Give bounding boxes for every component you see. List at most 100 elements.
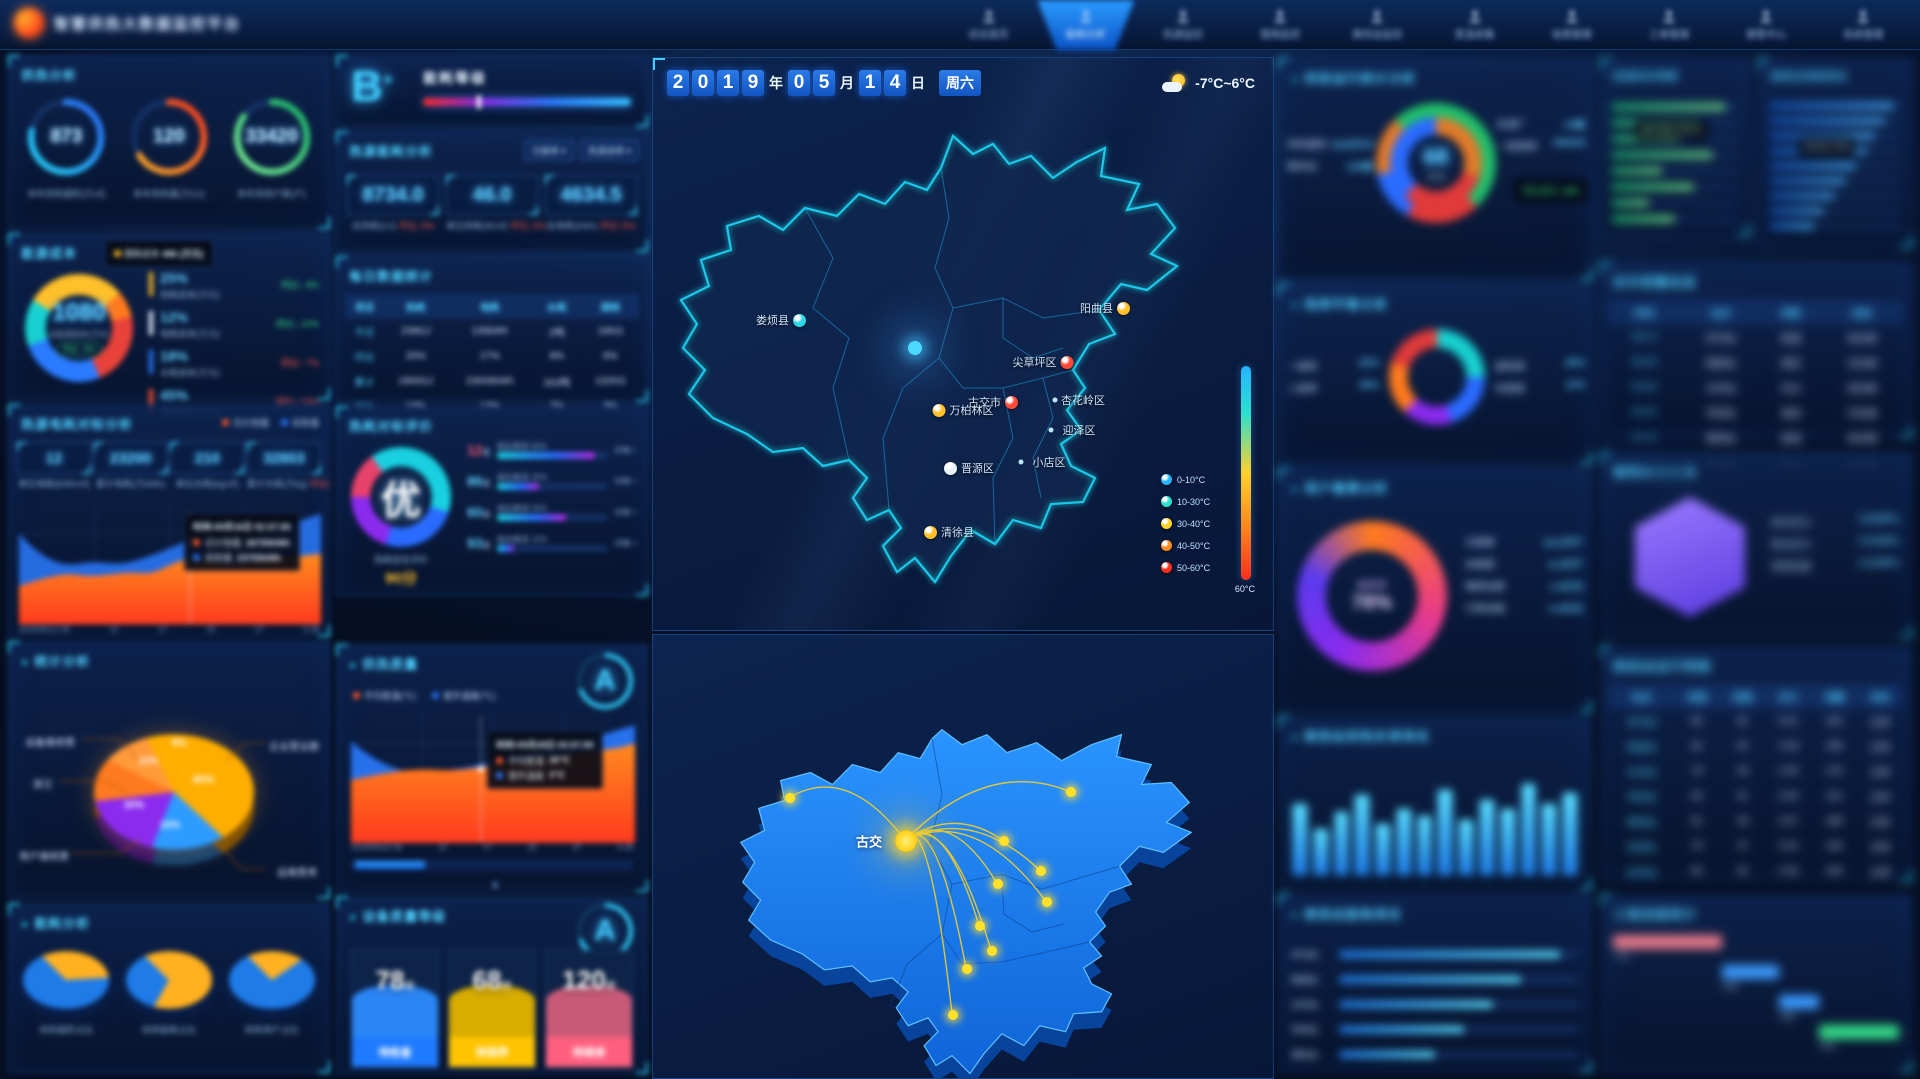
nav-item-9[interactable]: 系统管理: [1815, 0, 1912, 50]
panel-title: » 用户缴费分析: [1291, 481, 1389, 496]
station-dot-1[interactable]: [1066, 787, 1076, 797]
panel-payment-stats: » 用户缴费分析 缴费率 78% 已缴费 23.5万户 未缴费 6.3万户 缴费金额 1.2…: [1278, 468, 1592, 712]
panel-network-balance: » 热网平衡分析 一级网 25% 二级网 35% 庭院网 28% 失衡度 12%: [1278, 284, 1592, 464]
district-label-8[interactable]: 小店区: [1032, 457, 1066, 469]
station-dot-7[interactable]: [987, 946, 997, 956]
station-dot-4[interactable]: [993, 879, 1003, 889]
station-dot-2[interactable]: [999, 836, 1009, 846]
panel-alarm-table: 实时报警信息 时间 站点 类型 状态 08:12 并州站 超温 未处理 08:30 桃园站 超压 已处…: [1600, 262, 1912, 470]
green-bar: [1611, 168, 1739, 174]
panel-heating-gauges: 供热分析 873 本年供热面积(万㎡) 120 本年供热量(万GJ) 33420…: [8, 55, 330, 229]
district-label-4[interactable]: 杏花岭区: [1061, 395, 1105, 407]
hub-label: 古交: [855, 834, 882, 850]
district-label-0[interactable]: 娄烦县: [756, 312, 806, 328]
district-weather-icon: [1117, 301, 1130, 315]
double-donut: 68 万㎡: [1376, 103, 1496, 223]
scrollbar-handle[interactable]: [355, 861, 425, 869]
panel-title: 管网水力工况: [1613, 465, 1698, 480]
blue-bar: [1769, 103, 1901, 109]
pager-dot[interactable]: [492, 882, 498, 888]
quality-grade-badge: A: [577, 653, 633, 709]
blue-bar: [1769, 163, 1901, 169]
value-chip: 西山站 1286: [1799, 137, 1856, 156]
daily-table: 项目 热耗 电耗 水耗 煤耗 今日 239GJ 135kWh 2吨 16KG 环比 20% 17% 8% 6…: [337, 294, 647, 419]
gauge-caption: 本年供热户数(户): [237, 189, 307, 199]
benchmark-rows: 12名 超出基准 60% 详情 > 86名 超出基准 32% 详情 > 60名 …: [467, 441, 637, 565]
source-stat-1: 46.0 单位热耗(W/㎡) 环比↑2%: [446, 175, 546, 232]
district-label-7[interactable]: 晋源区: [944, 460, 994, 476]
quality-legend: 平均室温(℃) 室外温度(℃): [353, 689, 495, 702]
bench-detail-link[interactable]: 详情 >: [614, 507, 637, 517]
kv-row: 未缴费 6.3万户: [1465, 560, 1583, 571]
cost-item-2: 18% 水耗成本(万元) 同比↑ 7%: [149, 348, 319, 379]
district-label-5[interactable]: 迎泽区: [1062, 425, 1096, 437]
bar: [1438, 789, 1453, 875]
source-filter[interactable]: 热源选择 ▾: [579, 140, 639, 161]
nav-item-2[interactable]: 热源监控: [1134, 0, 1231, 50]
nav-item-4[interactable]: 换热站监控: [1329, 0, 1426, 50]
mini-pie-1: 供热能耗占比: [125, 945, 212, 1036]
cost-legend: 25% 热耗成本(万元) 同比↓ 8% 12% 电耗成本(万元) 同比↓ 10%…: [149, 270, 319, 426]
panel-energy-pies: » 能耗分析 供热面积占比 供热能耗占比 供热用户占比: [8, 903, 330, 1073]
nav-item-3[interactable]: 管网监控: [1232, 0, 1329, 50]
district-label-3[interactable]: 尖草坪区: [1013, 354, 1074, 370]
nav-item-0[interactable]: 综合首页: [940, 0, 1037, 50]
station-dot-8[interactable]: [962, 964, 972, 974]
panel-device-grade: » 设备质量等级 A 待检查 78分 待保养 68分 待维修 120分: [336, 896, 648, 1074]
kv-row: 供回压差 0.31MPa: [1771, 558, 1899, 573]
progress-segment-0: [1613, 935, 1722, 949]
bar: [1563, 792, 1577, 875]
source-stat-0: 8734.0 总热耗(GJ) 环比↑3%: [347, 175, 439, 232]
legend-item: 实际值: [280, 416, 319, 429]
bench-detail-link[interactable]: 详情 >: [614, 538, 637, 548]
gauge-caption: 本年供热量(万GJ): [133, 189, 205, 199]
rank-row: 桃园站: [1291, 973, 1579, 986]
station-dot-0[interactable]: [785, 793, 795, 803]
district-label-6[interactable]: 万柏林区: [932, 402, 994, 418]
payment-ring: 缴费率 78%: [1297, 521, 1447, 671]
kv-row: 回水压力 0.31MPa: [1771, 536, 1899, 551]
panel-source-params: 热源实时参数 循环流量 2860t/h: [1600, 58, 1750, 236]
station-dot-3[interactable]: [1036, 866, 1046, 876]
station-dot-6[interactable]: [975, 921, 985, 931]
nav-item-8[interactable]: 报警中心: [1718, 0, 1815, 50]
gauge-caption: 本年供热面积(万㎡): [27, 189, 106, 199]
panel-hydraulic: 管网水力工况 供水压力 0.62MPa 回水压力 0.31MPa 供回压差 0.31MPa: [1600, 452, 1912, 638]
kv-row: 供水压力 0.62MPa: [1771, 514, 1899, 529]
hub-marker[interactable]: [895, 830, 917, 852]
nav-item-1[interactable]: 能耗分析: [1037, 0, 1134, 50]
pie-label: 其它: [33, 780, 53, 791]
alarm-table: 时间 站点 类型 状态 08:12 并州站 超温 未处理 08:30 桃园站 超压 已处理 09:05 长…: [1601, 300, 1911, 475]
station-table: 站点 供温 回温 压力 流量 状态 并州站 85 52 0.61 326 正常 桃园站 82 50 0.58 2…: [1601, 684, 1911, 884]
district-weather-icon: [793, 313, 806, 327]
district-weather-icon: [1005, 395, 1018, 409]
filter-row: 日报表 ▾ 热源选择 ▾: [523, 140, 639, 161]
gauge-1: 120 本年供热量(万GJ): [125, 93, 213, 200]
district-label-2[interactable]: 阳曲县: [1080, 300, 1130, 316]
district-label-1[interactable]: 古交市: [968, 394, 1018, 410]
focus-glow-dot: [908, 341, 922, 355]
bench-detail-link[interactable]: 详情 >: [614, 445, 637, 455]
station-dot-5[interactable]: [1042, 897, 1052, 907]
temp-legend-item: 10-30°C: [1161, 496, 1210, 507]
chart-scrollbar[interactable]: [351, 859, 633, 871]
panel-energy-cost: 能源成本 煤耗成本 486 (万元) 1080 总能源成本(万元) 同比 -9%…: [8, 233, 330, 417]
legend-item: 日计划值: [221, 416, 269, 429]
station-dot-9[interactable]: [948, 1010, 958, 1020]
table-row: 双塔站 78 47 0.54 265 正常: [1626, 841, 1891, 854]
district-label-9[interactable]: 清徐县: [924, 524, 974, 540]
nav-item-7[interactable]: 工单管理: [1620, 0, 1717, 50]
report-filter[interactable]: 日报表 ▾: [523, 140, 574, 161]
benchmark-stats: 12 单位电耗(kWh/㎡) 23200 累计电耗(万kWh) 210 单位水耗…: [9, 442, 333, 490]
temp-legend-item: 50-60°C: [1161, 562, 1210, 573]
device-card-1: 待保养 68分: [448, 950, 536, 1068]
panel-title: » 统计分析: [21, 654, 91, 669]
district-weather-icon: [932, 403, 946, 417]
nav-item-6[interactable]: 收费管理: [1523, 0, 1620, 50]
panel-operation-stats: » 供热运行统计分析 68 万㎡ 供热面积 1236万㎡ 换热站 128座 热源厂 12座…: [1278, 58, 1592, 280]
bar: [1293, 804, 1307, 875]
pie-label: 设备维修费: [25, 738, 75, 749]
bench-detail-link[interactable]: 详情 >: [614, 476, 637, 486]
panel-title: » 热网平衡分析: [1291, 297, 1389, 312]
nav-item-5[interactable]: 室温采集: [1426, 0, 1523, 50]
